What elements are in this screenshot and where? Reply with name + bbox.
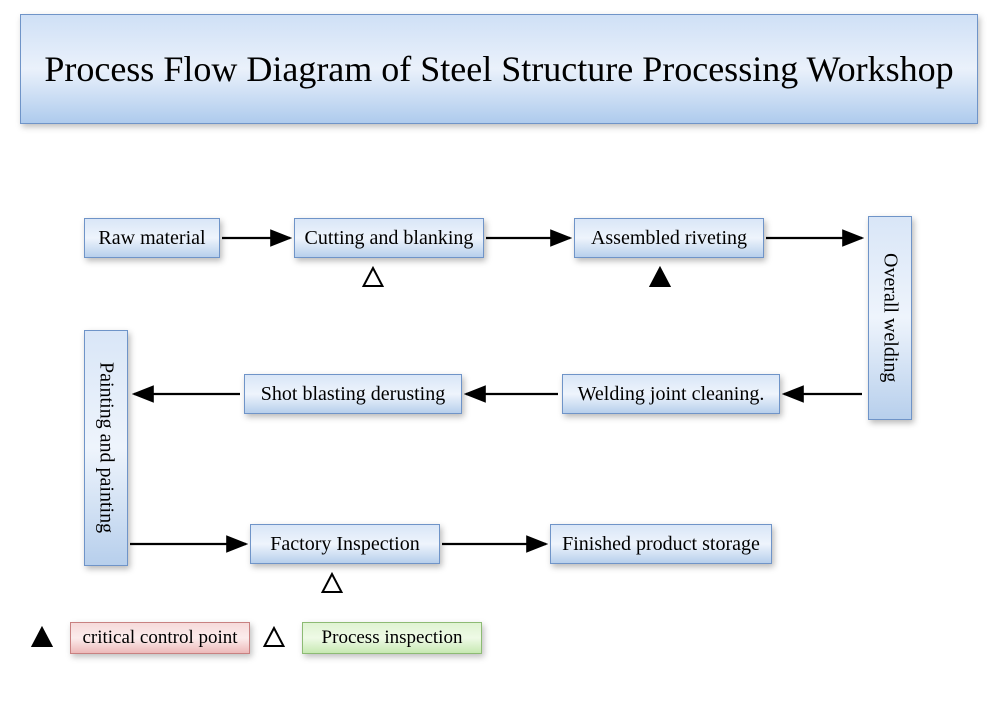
solid-triangle-icon (651, 268, 670, 286)
node-label: Raw material (98, 227, 205, 250)
node-finished-storage: Finished product storage (550, 524, 772, 564)
legend-solid-triangle-icon (33, 628, 52, 646)
node-label: Cutting and blanking (305, 227, 474, 250)
node-label: Shot blasting derusting (261, 383, 445, 406)
node-welding-cleaning: Welding joint cleaning. (562, 374, 780, 414)
node-painting: Painting and painting (84, 330, 128, 566)
node-shot-blasting: Shot blasting derusting (244, 374, 462, 414)
node-label: Painting and painting (95, 362, 118, 533)
legend-process-inspection: Process inspection (302, 622, 482, 654)
legend-critical-control-point: critical control point (70, 622, 250, 654)
node-label: Overall welding (879, 253, 902, 382)
node-factory-inspection: Factory Inspection (250, 524, 440, 564)
node-cutting-blanking: Cutting and blanking (294, 218, 484, 258)
hollow-triangle-icon (364, 268, 383, 286)
hollow-triangle-icon (323, 574, 342, 592)
node-assembled-riveting: Assembled riveting (574, 218, 764, 258)
legend-label: critical control point (82, 627, 237, 649)
node-raw-material: Raw material (84, 218, 220, 258)
legend-label: Process inspection (322, 627, 463, 649)
node-overall-welding: Overall welding (868, 216, 912, 420)
node-label: Welding joint cleaning. (578, 383, 765, 406)
diagram-title: Process Flow Diagram of Steel Structure … (20, 14, 978, 124)
node-label: Assembled riveting (591, 227, 747, 250)
legend-hollow-triangle-icon (265, 628, 284, 646)
node-label: Finished product storage (562, 533, 760, 556)
node-label: Factory Inspection (270, 533, 419, 556)
